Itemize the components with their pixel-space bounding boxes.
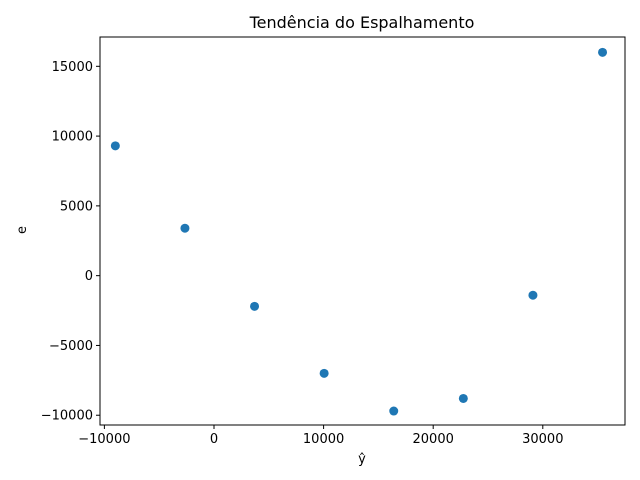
- plot-frame: [99, 36, 626, 426]
- x-tick-label: 30000: [522, 432, 563, 447]
- x-tick-label: 20000: [413, 432, 454, 447]
- y-tick-label: 5000: [60, 199, 93, 214]
- y-axis-label: e: [15, 226, 30, 234]
- data-point: [528, 290, 538, 300]
- data-point: [180, 223, 190, 233]
- x-tick-label: −10000: [78, 432, 130, 447]
- y-tick-label: −5000: [49, 339, 93, 354]
- data-point: [250, 301, 260, 311]
- data-point: [319, 368, 329, 378]
- data-point: [458, 393, 468, 403]
- y-tick-label: 10000: [52, 130, 93, 145]
- y-tick-label: −10000: [41, 409, 93, 424]
- plot-area: −10000 0 10000 20000 30000 −10000 −5000 0 5000 10…: [41, 36, 626, 447]
- x-axis-label: ŷ: [358, 452, 366, 467]
- y-tick-label: 15000: [52, 60, 93, 75]
- chart-title: Tendência do Espalhamento: [249, 13, 475, 32]
- x-tick-label: 0: [210, 432, 218, 447]
- data-point: [110, 141, 120, 151]
- y-tick-label: 0: [85, 269, 93, 284]
- data-point: [598, 47, 608, 57]
- x-tick-label: 10000: [303, 432, 344, 447]
- data-point: [389, 406, 399, 416]
